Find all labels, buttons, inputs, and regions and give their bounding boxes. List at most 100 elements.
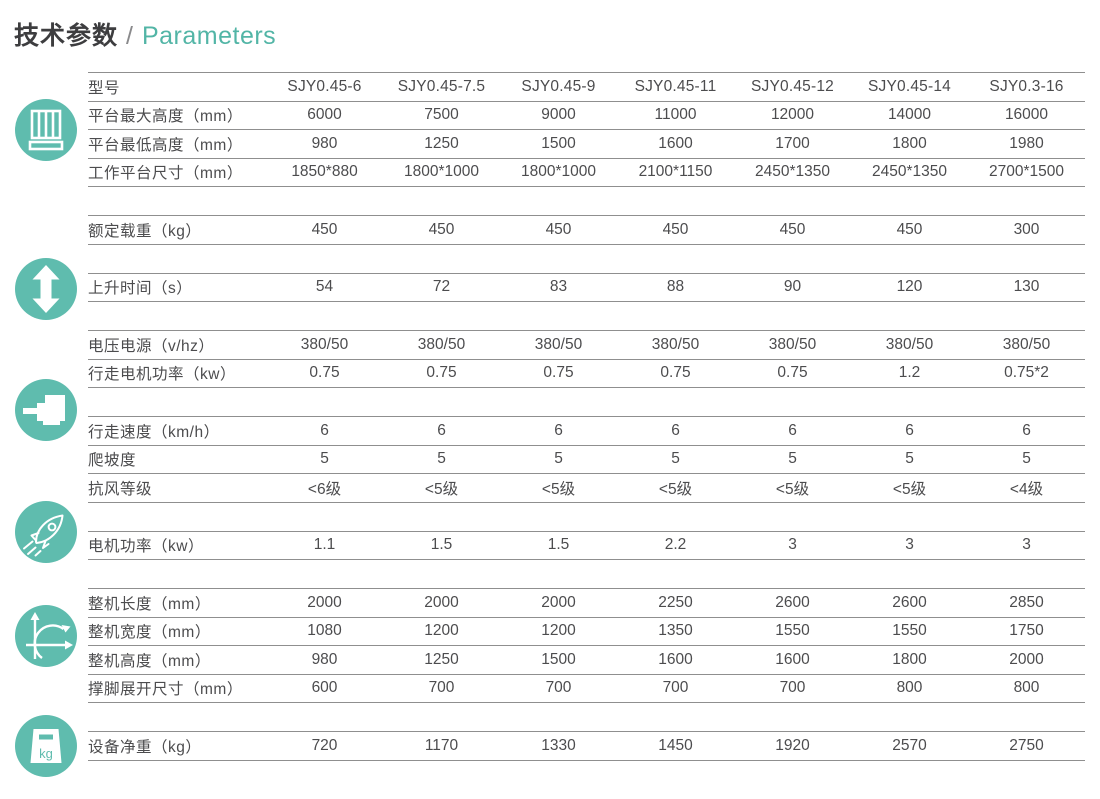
model-name: SJY0.45-6 (287, 77, 362, 95)
table-row: 整机宽度（mm） 1080 1200 1200 1350 1550 1550 1750 (88, 618, 1085, 646)
value-cell: 90 (783, 278, 802, 296)
value-cell: 5 (671, 450, 680, 468)
value-cell: <5级 (658, 480, 693, 498)
value-cell: 88 (666, 278, 685, 296)
value-cell: 1200 (424, 622, 459, 640)
row-label: 整机高度（mm） (88, 652, 211, 670)
value-cell: 6 (554, 421, 563, 439)
row-label: 额定载重（kg） (88, 222, 202, 240)
table-group: 额定载重（kg） 450 450 450 450 450 450 300 (88, 215, 1085, 245)
value-cell: 1200 (541, 622, 576, 640)
value-cell: 450 (662, 220, 689, 238)
value-cell: 2570 (892, 736, 927, 754)
kg-label: kg (39, 746, 53, 761)
table-row: 行走电机功率（kw） 0.75 0.75 0.75 0.75 0.75 1.2 0.75*2 (88, 360, 1085, 388)
value-cell: 16000 (1004, 106, 1049, 124)
value-cell: 2450*1350 (755, 163, 830, 181)
value-cell: 1500 (541, 134, 576, 152)
table-group: 整机长度（mm） 2000 2000 2000 2250 2600 2600 2850 整机宽度… (88, 588, 1085, 703)
parameters-table: 型号 SJY0.45-6 SJY0.45-7.5 SJY0.45-9 SJY0.45-1… (88, 72, 1085, 789)
title-chinese: 技术参数 (14, 22, 119, 50)
value-cell: 1080 (307, 622, 342, 640)
value-cell: 1.5 (430, 536, 453, 554)
value-cell: 700 (545, 679, 572, 697)
value-cell: 2600 (892, 593, 927, 611)
value-cell: 380/50 (300, 335, 349, 353)
value-cell: 0.75 (309, 364, 340, 382)
value-cell: 450 (545, 220, 572, 238)
table-row: 上升时间（s） 54 72 83 88 90 120 130 (88, 274, 1085, 302)
value-cell: 83 (549, 278, 568, 296)
model-name: SJY0.45-14 (868, 77, 951, 95)
value-cell: 0.75*2 (1004, 364, 1049, 382)
row-label: 电机功率（kw） (88, 538, 204, 556)
value-cell: <5级 (541, 480, 576, 498)
value-cell: 720 (311, 736, 338, 754)
value-cell: 2000 (541, 593, 576, 611)
table-group: 上升时间（s） 54 72 83 88 90 120 130 (88, 272, 1085, 302)
value-cell: <4级 (1009, 480, 1044, 498)
table-row: 抗风等级 <6级 <5级 <5级 <5级 <5级 <5级 <4级 (88, 474, 1085, 503)
value-cell: 300 (1013, 220, 1040, 238)
page-title: 技术参数 / Parameters (14, 16, 276, 52)
value-cell: 1550 (775, 622, 810, 640)
value-cell: <6级 (307, 480, 342, 498)
value-cell: 6 (1022, 421, 1031, 439)
value-cell: 2450*1350 (872, 163, 947, 181)
value-cell: 130 (1013, 278, 1040, 296)
value-cell: 2000 (1009, 650, 1044, 668)
value-cell: 5 (437, 450, 446, 468)
value-cell: 1550 (892, 622, 927, 640)
table-row: 平台最大高度（mm） 6000 7500 9000 11000 12000 14000 160… (88, 102, 1085, 130)
value-cell: 5 (1022, 450, 1031, 468)
model-column-header-label: 型号 (88, 79, 121, 97)
value-cell: 11000 (654, 106, 697, 124)
value-cell: 1600 (775, 650, 810, 668)
value-cell: 1800*1000 (404, 163, 479, 181)
value-cell: 1450 (658, 736, 693, 754)
value-cell: 2750 (1009, 736, 1044, 754)
motor-icon (15, 379, 77, 441)
model-name: SJY0.45-12 (751, 77, 834, 95)
value-cell: 6000 (307, 106, 342, 124)
value-cell: 3 (1022, 536, 1031, 554)
value-cell: 54 (315, 278, 334, 296)
value-cell: 450 (779, 220, 806, 238)
value-cell: 380/50 (1002, 335, 1051, 353)
weight-kg-icon: kg (15, 715, 77, 777)
value-cell: 2250 (658, 593, 693, 611)
value-cell: 1.2 (898, 364, 921, 382)
table-row: 爬坡度 5 5 5 5 5 5 5 (88, 446, 1085, 474)
row-label: 设备净重（kg） (88, 738, 202, 756)
value-cell: 3 (788, 536, 797, 554)
model-name: SJY0.45-7.5 (397, 77, 486, 95)
row-label: 整机宽度（mm） (88, 624, 211, 642)
value-cell: 1920 (775, 736, 810, 754)
table-row: 电压电源（v/hz） 380/50 380/50 380/50 380/50 380/50… (88, 331, 1085, 360)
value-cell: 0.75 (777, 364, 808, 382)
value-cell: 1980 (1009, 134, 1044, 152)
table-row: 平台最低高度（mm） 980 1250 1500 1600 1700 1800 1980 (88, 130, 1085, 159)
table-group: 型号 SJY0.45-6 SJY0.45-7.5 SJY0.45-9 SJY0.45-1… (88, 72, 1085, 187)
table-group: 行走速度（km/h） 6 6 6 6 6 6 6 爬坡度 5 5 5 5 5 5 5 抗风等级 <6级 <5级 <5级… (88, 416, 1085, 503)
table-row: 行走速度（km/h） 6 6 6 6 6 6 6 (88, 417, 1085, 446)
value-cell: 7500 (424, 106, 459, 124)
table-group: 设备净重（kg） 720 1170 1330 1450 1920 2570 2750 (88, 731, 1085, 761)
value-cell: 380/50 (768, 335, 817, 353)
value-cell: 800 (1013, 679, 1040, 697)
value-cell: 450 (428, 220, 455, 238)
value-cell: 2000 (307, 593, 342, 611)
value-cell: 6 (437, 421, 446, 439)
value-cell: 1170 (424, 736, 459, 754)
value-cell: <5级 (424, 480, 459, 498)
value-cell: 1750 (1009, 622, 1044, 640)
platform-railing-icon (15, 99, 77, 161)
value-cell: 700 (662, 679, 689, 697)
row-label: 上升时间（s） (88, 280, 193, 298)
row-label: 整机长度（mm） (88, 595, 211, 613)
table-group: 电压电源（v/hz） 380/50 380/50 380/50 380/50 380/50… (88, 330, 1085, 388)
table-row: 额定载重（kg） 450 450 450 450 450 450 300 (88, 216, 1085, 245)
value-cell: 1800*1000 (521, 163, 596, 181)
row-label: 爬坡度 (88, 452, 137, 470)
value-cell: 2100*1150 (638, 163, 713, 181)
